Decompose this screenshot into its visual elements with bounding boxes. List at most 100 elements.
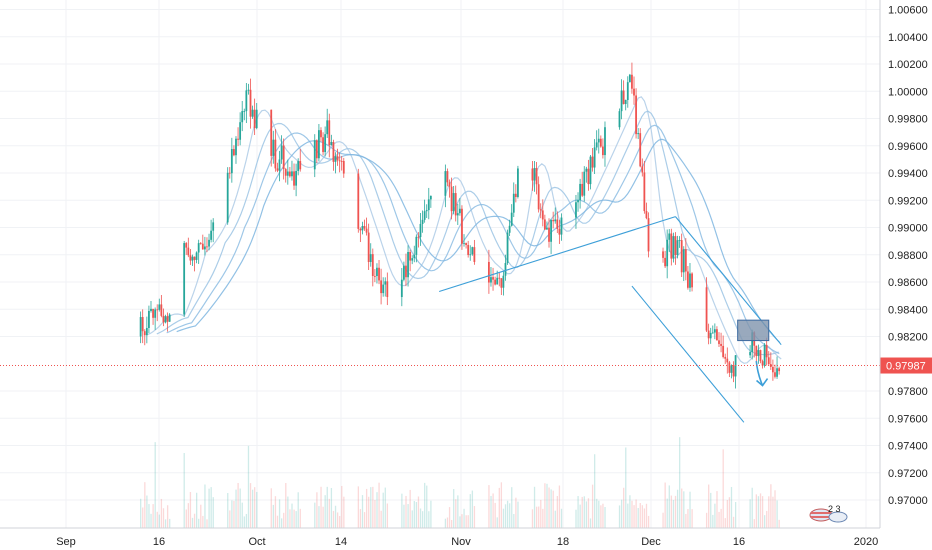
volume-bar: [629, 495, 631, 528]
y-tick-label: 1.00400: [888, 32, 928, 44]
candle-body: [274, 139, 277, 169]
trendline[interactable]: [438, 216, 676, 293]
volume-bar: [602, 503, 604, 528]
volume-bar: [421, 511, 424, 528]
candle-body: [604, 127, 606, 156]
candle-body: [471, 247, 474, 255]
candle-body: [359, 228, 362, 231]
volume-bar: [492, 493, 494, 528]
volume-bar: [415, 502, 418, 528]
volume-bar: [295, 511, 297, 528]
candle-body: [771, 366, 774, 373]
volume-bar: [444, 518, 447, 528]
volume-bar: [575, 509, 577, 528]
x-tick-label: Oct: [248, 536, 265, 548]
volume-bar: [455, 499, 457, 528]
flag-stripe: [811, 516, 831, 518]
volume-bar: [542, 508, 544, 528]
candle-body: [496, 277, 499, 285]
candle-body: [620, 90, 623, 112]
volume-bar: [728, 497, 731, 528]
volume-bar: [409, 489, 411, 528]
volume-bar: [320, 486, 322, 528]
candle-body: [548, 227, 550, 242]
y-tick-label: 0.99600: [888, 141, 928, 153]
volume-bar: [596, 498, 598, 528]
volume-bar: [446, 517, 449, 528]
volume-bar: [761, 496, 764, 528]
candle-body: [595, 142, 598, 148]
volume-bar: [672, 499, 675, 528]
candle-body: [195, 252, 198, 260]
candle-body: [407, 251, 409, 278]
candle-body: [150, 308, 152, 311]
candle-body: [143, 331, 146, 336]
candle-body: [641, 166, 644, 173]
candle-body: [687, 271, 689, 288]
candle-body: [233, 149, 235, 156]
volume-bar: [513, 514, 515, 528]
candle-body: [156, 309, 159, 311]
volume-bar: [185, 509, 187, 528]
volume-bar: [343, 496, 345, 528]
candle-body: [711, 332, 714, 334]
volume-bar: [463, 508, 465, 528]
candle-body: [168, 314, 171, 322]
candle-body: [235, 138, 237, 156]
volume-bar: [556, 496, 559, 528]
volume-bar: [465, 515, 467, 528]
volume-bar: [403, 504, 405, 528]
volume-bar: [531, 509, 534, 528]
volume-bar: [579, 504, 581, 528]
candle-body: [357, 173, 360, 229]
candle-body: [239, 122, 242, 140]
y-tick-label: 1.00600: [888, 5, 928, 17]
volume-bar: [535, 506, 538, 528]
volume-bar: [691, 509, 693, 528]
candle-body: [425, 210, 428, 212]
candle-body: [166, 316, 169, 322]
y-tick-label: 0.97200: [888, 468, 928, 480]
volume-bar: [550, 489, 552, 528]
volume-bar: [144, 482, 146, 528]
candle-body: [618, 111, 621, 128]
trendline[interactable]: [631, 285, 745, 423]
candle-body: [286, 171, 289, 176]
volume-bar: [166, 505, 169, 528]
volume-bar: [196, 492, 198, 528]
candle-body: [473, 247, 476, 262]
candle-body: [417, 236, 420, 238]
candle-body: [543, 219, 546, 230]
forecast-arrow[interactable]: [755, 360, 764, 386]
candle-body: [411, 258, 414, 261]
candle-body: [193, 256, 196, 260]
candle-body: [212, 222, 215, 231]
candles: [139, 62, 781, 389]
candle-body: [288, 171, 291, 177]
volume-bar: [430, 500, 432, 528]
y-tick-label: 1.00200: [888, 59, 928, 71]
volume-bar: [585, 501, 588, 528]
candle-body: [639, 133, 642, 167]
candle-body: [293, 171, 295, 186]
volume-bar: [200, 504, 202, 528]
candle-body: [769, 364, 772, 367]
zone-rectangle[interactable]: [737, 319, 770, 342]
volume-bar: [627, 503, 629, 528]
candle-body: [676, 240, 679, 256]
candle-body: [689, 273, 691, 288]
candle-body: [778, 368, 781, 372]
volume-bar: [689, 491, 691, 528]
volume-bar: [272, 504, 275, 528]
candle-body: [469, 254, 472, 256]
candle-body: [751, 332, 754, 353]
volume-bar: [357, 486, 359, 528]
y-tick-label: 0.99000: [888, 223, 928, 235]
y-tick-label: 0.98800: [888, 250, 928, 262]
candle-body: [243, 111, 246, 112]
candle-body: [295, 170, 298, 186]
candle-body: [732, 365, 735, 377]
candle-body: [230, 149, 233, 174]
y-tick-label: 0.97800: [888, 386, 928, 398]
